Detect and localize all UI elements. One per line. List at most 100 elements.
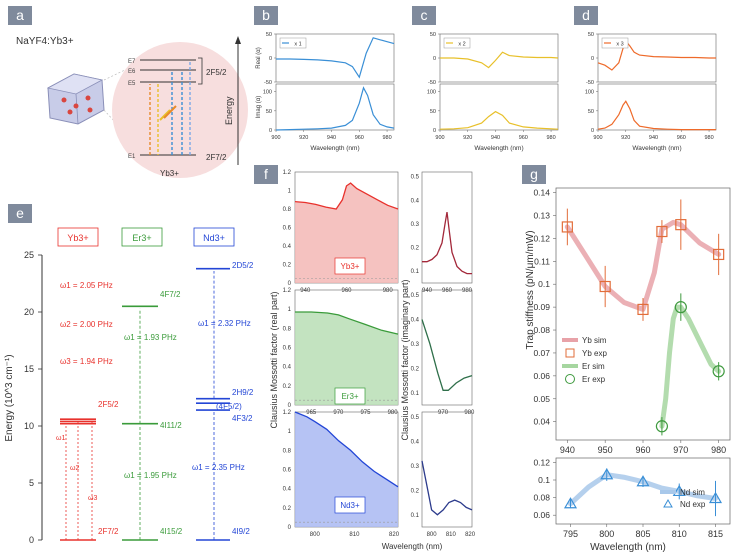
x-tick-label: 980	[704, 135, 713, 141]
nd-top-label: 2D5/2	[232, 261, 254, 270]
f-right-series	[421, 319, 473, 391]
y-tick-label: 100	[427, 90, 436, 96]
x-tick-label: 980	[462, 288, 473, 294]
y-tick-label: 0.07	[533, 348, 550, 358]
y-tick-label: 0.5	[411, 293, 420, 299]
y-tick-label: 0.4	[411, 439, 420, 445]
x-tick-label: 940	[560, 445, 575, 455]
legend-label-yb-sim: Yb sim	[582, 336, 607, 345]
x-tick-label: 900	[593, 135, 602, 141]
f-left-area	[295, 183, 398, 283]
y-tick-label: 0.5	[411, 175, 420, 181]
y-tick-label: 1.2	[283, 288, 292, 294]
y-tick-label: 0.08	[533, 325, 550, 335]
legend-box	[279, 37, 307, 49]
panel-label-f-box	[254, 165, 278, 184]
y-tick-label: 0.6	[283, 468, 292, 474]
yb-sim-series	[564, 219, 722, 312]
y-tick-label: 50	[266, 109, 272, 115]
level-e1: E1	[128, 154, 136, 160]
panel-c-top-series	[440, 51, 559, 69]
panel-label-e: e	[16, 205, 24, 221]
nd-exp-point	[600, 468, 614, 480]
y-tick-label: 0.1	[538, 279, 550, 289]
nd-exp-point	[563, 497, 578, 509]
yb-exp-point	[675, 219, 687, 231]
y-tick-label: 0.06	[533, 371, 550, 381]
y-tick-label: 0.8	[283, 326, 292, 332]
yb-exp-point	[656, 225, 668, 238]
f-right-frame	[421, 171, 473, 284]
f-ion-label: Er3+	[341, 392, 358, 401]
y-tick-label: 10	[24, 421, 34, 431]
y-tick-label: 0	[433, 128, 436, 134]
panel-f-row-0: 1.2 1 0.8 0.6 0.4 0.2 0 940 960 980 Yb3+ 0.5 0.4 0.3 0…	[283, 170, 473, 294]
y-tick-label: 0.4	[283, 487, 292, 493]
y-tick-label: 0.2	[411, 246, 420, 252]
y-tick-label: 0.3	[411, 464, 420, 470]
y-tick-label: 0.12	[533, 233, 550, 243]
y-tick-label: 50	[588, 109, 594, 115]
panel-label-d: d	[582, 7, 590, 23]
ion-box-er	[121, 227, 163, 247]
panel-d-xlabel: Wavelength (nm)	[632, 145, 681, 152]
y-tick-label: 0.6	[283, 346, 292, 352]
y-tick-label: 0.13	[533, 210, 550, 220]
x-tick-label: 815	[708, 529, 723, 539]
y-tick-label: 100	[585, 90, 594, 96]
panel-b-top-ylabel: Real (α)	[256, 47, 262, 68]
x-tick-label: 920	[621, 135, 630, 141]
yb-lower-label: 2F7/2	[98, 527, 119, 536]
nd-exp-point	[672, 484, 686, 497]
legend-label: x 1	[294, 42, 301, 48]
y-tick-label: 0.2	[283, 384, 292, 390]
level-e5: E5	[128, 81, 136, 87]
panel-label-e-box	[8, 204, 32, 223]
x-tick-label: 800	[599, 529, 614, 539]
er-exp-point	[674, 301, 687, 314]
x-tick-label: 980	[546, 135, 555, 141]
y-tick-label: 0.5	[411, 415, 420, 421]
legend-label: x 3	[616, 42, 623, 48]
panel-label-a: a	[16, 7, 24, 23]
g-bottom-legend: Nd sim Nd exp	[660, 488, 706, 509]
yb-exp-point	[599, 280, 611, 293]
y-tick-label: 0.3	[411, 222, 420, 228]
panel-label-c: c	[421, 7, 428, 23]
yb-upper-label: 2F5/2	[98, 400, 119, 409]
panel-f: Clausius Mossotti factor (real part) Cla…	[269, 170, 476, 551]
x-tick-label: 940	[422, 288, 433, 294]
panel-d-top-series	[597, 40, 716, 71]
y-tick-label: 0.11	[534, 256, 550, 266]
x-tick-label: 960	[442, 288, 453, 294]
f-left-area	[295, 312, 398, 405]
y-tick-label: 0.6	[283, 226, 292, 232]
label-2f52: 2F5/2	[206, 68, 227, 77]
nd-mid-b-label: (4F5/2)	[216, 402, 242, 411]
x-tick-label: 980	[382, 135, 391, 141]
x-tick-label: 900	[271, 135, 280, 141]
ion-box-nd	[193, 227, 235, 247]
panel-b-bottom-frame	[275, 83, 395, 131]
y-tick-label: 0.04	[533, 417, 550, 427]
y-tick-label: 100	[263, 90, 272, 96]
g-ylabel: Trap stiffness (pN/μm/mW)	[525, 230, 536, 349]
legend-label-yb-exp: Yb exp	[582, 349, 607, 358]
y-tick-label: 0.12	[533, 457, 550, 467]
ion-label-nd: Nd3+	[203, 233, 225, 243]
energy-axis-label: Energy	[224, 96, 234, 125]
y-tick-label: 0.4	[411, 317, 420, 323]
x-tick-label: 800	[427, 532, 438, 538]
yb-arrow-w3: ω3	[88, 495, 97, 502]
y-tick-label: 1.2	[283, 170, 292, 176]
panel-d-bottom-frame	[597, 83, 717, 131]
panel-c-xlabel: Wavelength (nm)	[474, 145, 523, 152]
x-tick-label: 810	[672, 529, 687, 539]
y-tick-label: 0.8	[283, 207, 292, 213]
er-lower-label: 4I15/2	[160, 527, 183, 536]
y-tick-label: 0	[288, 525, 292, 531]
x-tick-label: 980	[388, 410, 399, 416]
y-tick-label: -50	[428, 80, 436, 86]
y-tick-label: -50	[264, 80, 272, 86]
